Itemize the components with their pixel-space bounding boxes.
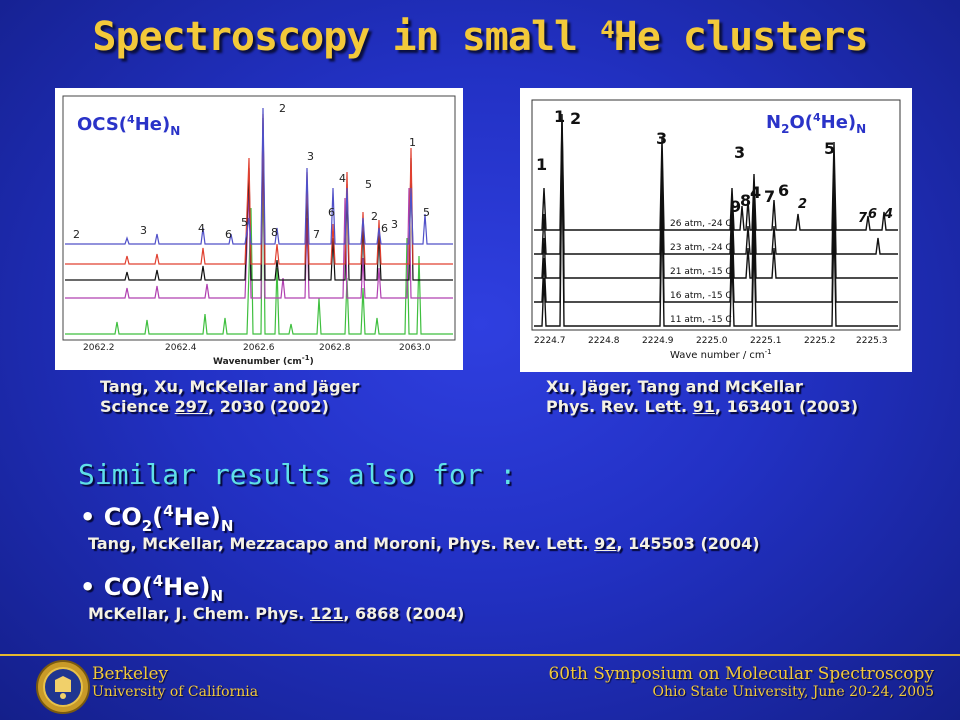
n2o-x-axis-label: Wave number / cm-1 [670, 348, 772, 361]
peak-label: 3 [391, 218, 398, 231]
reference-co2: Tang, McKellar, Mezzacapo and Moroni, Ph… [88, 534, 760, 553]
citation-authors: Tang, Xu, McKellar and Jäger [100, 377, 360, 396]
slide-title: Spectroscopy in small 4He clusters [0, 14, 960, 60]
university-seal-icon [36, 660, 90, 714]
ocs-trace-green [65, 147, 453, 335]
citation-journal: Science 297, 2030 (2002) [100, 397, 329, 416]
peak-label: 7 [764, 187, 775, 206]
citation-left: Tang, Xu, McKellar and Jäger Science 297… [100, 377, 359, 417]
ocs-trace-red [65, 113, 453, 265]
peak-label: 8 [740, 191, 751, 210]
peak-label: 5 [824, 139, 835, 158]
footer-right: 60th Symposium on Molecular Spectroscopy… [548, 664, 934, 700]
peak-label: 2 [279, 102, 286, 115]
n2o-trace-26atm [534, 113, 898, 231]
trace-label: 21 atm, -15 C [670, 267, 732, 277]
title-text: Spectroscopy in small [92, 14, 601, 60]
tick-label: 2062.8 [319, 343, 351, 353]
peak-label: 5 [241, 216, 248, 229]
seal-emblem-icon [43, 667, 83, 707]
ocs-trace-blue [65, 107, 453, 245]
peak-label: 1 [554, 107, 565, 126]
ocs-trace-magenta [65, 137, 453, 299]
ocs-peak-labels: 2 3 4 6 5 8 2 3 7 6 4 5 2 6 3 5 1 [73, 102, 430, 241]
n2o-spectrum-svg: N2O(4He)N 1 2 1 3 4 9 8 7 6 2 3 5 7 6 4 … [531, 99, 901, 361]
peak-label: 3 [734, 143, 745, 162]
n2o-label: N2O(4He)N [766, 111, 866, 136]
citation-authors: Xu, Jäger, Tang and McKellar [546, 377, 803, 396]
similar-results-heading: Similar results also for : [78, 458, 517, 491]
peak-label: 9 [730, 197, 741, 216]
tick-label: 2062.6 [243, 343, 275, 353]
ocs-spectrum-figure: OCS(4He)N 2 3 4 6 5 8 2 3 7 6 4 5 2 6 3 … [55, 88, 463, 370]
n2o-trace-23atm [534, 119, 898, 255]
ocs-x-axis-label: Wavenumber (cm-1) [213, 354, 314, 367]
tick-label: 2062.4 [165, 343, 197, 353]
bullet-co2: • CO2(4He)N [80, 502, 234, 535]
bullet-co: • CO(4He)N [80, 572, 224, 605]
footer-divider [0, 654, 960, 656]
peak-label: 2 [371, 210, 378, 223]
footer-left: Berkeley University of California [92, 664, 258, 700]
ocs-x-ticks: 2062.2 2062.4 2062.6 2062.8 2063.0 [83, 343, 431, 353]
peak-label: 2 [798, 197, 807, 212]
peak-label: 6 [225, 228, 232, 241]
peak-label: 5 [423, 206, 430, 219]
title-text-rest: He clusters [613, 14, 869, 60]
tick-label: 2225.3 [856, 336, 888, 346]
peak-label: 3 [307, 150, 314, 163]
tick-label: 2225.0 [696, 336, 728, 346]
citation-right: Xu, Jäger, Tang and McKellar Phys. Rev. … [546, 377, 858, 417]
peak-label: 8 [271, 226, 278, 239]
trace-label: 11 atm, -15 C [670, 315, 732, 325]
ocs-spectrum-svg: OCS(4He)N 2 3 4 6 5 8 2 3 7 6 4 5 2 6 3 … [62, 95, 456, 367]
ocs-plot-frame [62, 95, 456, 341]
peak-label: 1 [536, 155, 547, 174]
n2o-x-ticks: 2224.7 2224.8 2224.9 2225.0 2225.1 2225.… [534, 336, 888, 346]
peak-label: 1 [409, 136, 416, 149]
peak-label: 6 [868, 207, 877, 222]
n2o-plot-frame [531, 99, 901, 331]
peak-label: 6 [778, 181, 789, 200]
trace-label: 26 atm, -24 C [670, 219, 732, 229]
peak-label: 3 [140, 224, 147, 237]
peak-label: 6 [328, 206, 335, 219]
tick-label: 2225.2 [804, 336, 836, 346]
peak-label: 2 [570, 109, 581, 128]
peak-label: 4 [198, 222, 205, 235]
tick-label: 2063.0 [399, 343, 431, 353]
footer-university: University of California [92, 684, 259, 700]
tick-label: 2224.9 [642, 336, 674, 346]
n2o-peak-labels: 1 2 1 3 4 9 8 7 6 2 3 5 7 6 4 [536, 107, 893, 226]
peak-label: 5 [365, 178, 372, 191]
n2o-trace-11atm [534, 147, 898, 327]
peak-label: 4 [750, 183, 761, 202]
tick-label: 2224.8 [588, 336, 620, 346]
ocs-trace-black [65, 117, 453, 281]
footer-venue: Ohio State University, June 20-24, 2005 [652, 684, 934, 700]
tick-label: 2224.7 [534, 336, 566, 346]
n2o-spectrum-figure: N2O(4He)N 1 2 1 3 4 9 8 7 6 2 3 5 7 6 4 … [520, 88, 912, 372]
footer-symposium: 60th Symposium on Molecular Spectroscopy [548, 664, 934, 684]
peak-label: 7 [858, 211, 868, 226]
n2o-trace-labels: 26 atm, -24 C 23 atm, -24 C 21 atm, -15 … [670, 219, 732, 325]
peak-label: 4 [339, 172, 346, 185]
peak-label: 6 [381, 222, 388, 235]
n2o-trace-16atm [534, 135, 898, 303]
title-superscript: 4 [600, 16, 614, 44]
peak-label: 4 [883, 207, 893, 222]
n2o-trace-21atm [534, 127, 898, 279]
tick-label: 2225.1 [750, 336, 782, 346]
peak-label: 7 [313, 228, 320, 241]
footer-berkeley: Berkeley [92, 664, 169, 684]
ocs-label: OCS(4He)N [77, 113, 180, 138]
tick-label: 2062.2 [83, 343, 115, 353]
reference-co: McKellar, J. Chem. Phys. 121, 6868 (2004… [88, 604, 465, 623]
peak-label: 2 [73, 228, 80, 241]
citation-journal: Phys. Rev. Lett. 91, 163401 (2003) [546, 397, 859, 416]
trace-label: 23 atm, -24 C [670, 243, 732, 253]
peak-label: 3 [656, 129, 667, 148]
trace-label: 16 atm, -15 C [670, 291, 732, 301]
